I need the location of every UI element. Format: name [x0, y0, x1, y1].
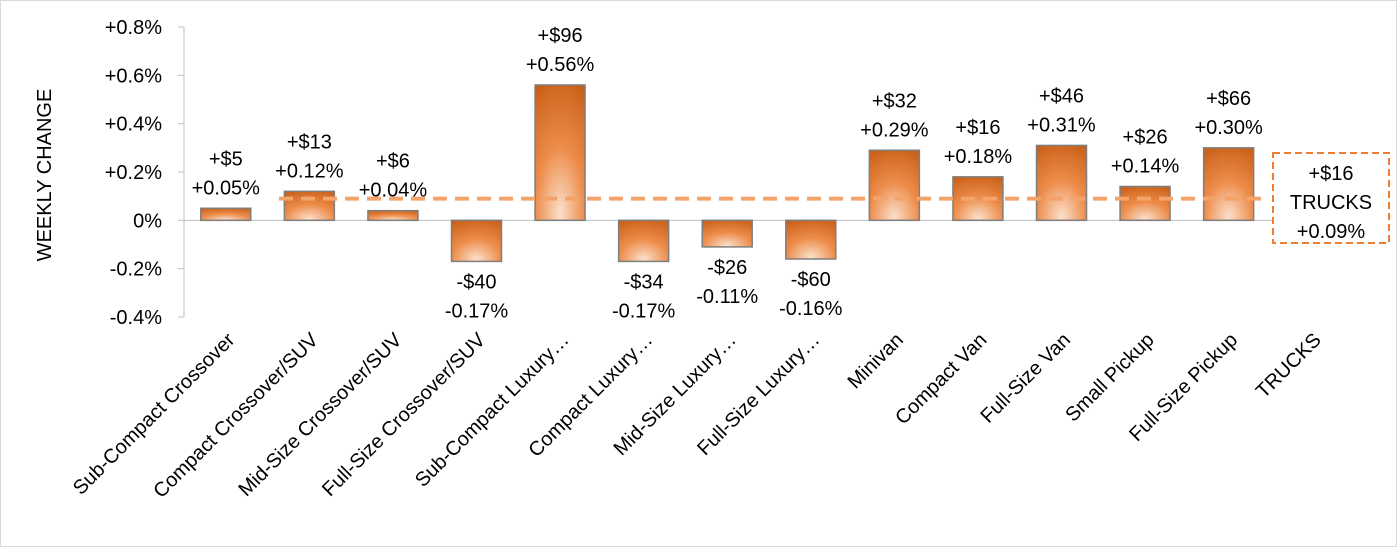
- y-tick-label: -0.4%: [110, 307, 162, 329]
- data-label-percent: +0.14%: [1111, 156, 1180, 178]
- bar: [1202, 147, 1255, 222]
- y-tick-label: 0%: [133, 210, 162, 232]
- y-axis-label: WEEKLY CHANGE: [34, 89, 56, 262]
- reference-layer: +$16 TRUCKS +0.09%: [279, 152, 1390, 244]
- x-category-label: Full-Size Crossover/SUV: [318, 329, 490, 501]
- bar: [868, 149, 921, 222]
- data-label-dollar: -$34: [624, 271, 664, 293]
- y-tick-label: -0.2%: [110, 259, 162, 281]
- bar: [450, 219, 503, 263]
- data-label-dollar: +$5: [209, 148, 243, 170]
- data-label-percent: +0.31%: [1027, 114, 1096, 136]
- x-category-label: TRUCKS: [1252, 329, 1326, 403]
- data-label-dollar: -$26: [707, 257, 747, 279]
- data-label-dollar: +$96: [538, 25, 583, 47]
- bar: [367, 209, 419, 222]
- y-tick-label: +0.6%: [105, 65, 162, 87]
- bar: [617, 219, 670, 263]
- bar: [1119, 185, 1171, 222]
- bar: [283, 190, 336, 222]
- data-label-dollar: -$40: [456, 271, 496, 293]
- data-label-percent: +0.29%: [860, 119, 929, 141]
- y-tick-label: +0.2%: [105, 162, 162, 184]
- data-label-percent: -0.11%: [696, 286, 758, 308]
- data-label-dollar: -$60: [791, 269, 831, 291]
- bar: [701, 219, 753, 248]
- data-label-percent: -0.17%: [612, 300, 676, 322]
- x-category-label: Sub-Compact Crossover: [69, 329, 240, 500]
- data-label-percent: +0.05%: [192, 177, 261, 199]
- data-label-percent: +0.56%: [526, 54, 595, 76]
- data-label-percent: +0.12%: [275, 160, 344, 182]
- data-label-dollar: +$66: [1206, 88, 1251, 110]
- data-label-dollar: +$16: [955, 117, 1000, 139]
- data-label-dollar: +$6: [376, 151, 410, 173]
- bar: [785, 219, 837, 260]
- bars-layer: [200, 84, 1255, 263]
- data-label-dollar: +$26: [1123, 127, 1168, 149]
- bar: [1035, 144, 1088, 222]
- y-tick-label: +0.4%: [105, 114, 162, 136]
- axis-layer: +0.8% +0.6% +0.4% +0.2% 0% -0.2% -0.4%: [105, 17, 1354, 329]
- data-label-dollar: +$13: [287, 131, 332, 153]
- data-label-percent: +0.18%: [944, 146, 1013, 168]
- data-label-percent: -0.16%: [779, 298, 843, 320]
- data-label-dollar: +$32: [872, 90, 917, 112]
- reference-box: [1272, 152, 1390, 244]
- reference-dollar-label: +$16: [1308, 163, 1353, 185]
- labels-layer: +$5 +0.05% +$13 +0.12% +$6 +0.04% -$40 -0.17% +$…: [69, 25, 1326, 503]
- x-category-label: Compact Crossover/SUV: [149, 329, 323, 503]
- x-category-label: Minivan: [844, 329, 908, 393]
- x-category-label: Full-Size Van: [976, 329, 1075, 428]
- reference-name-label: TRUCKS: [1290, 192, 1372, 214]
- data-label-percent: -0.17%: [445, 300, 509, 322]
- x-category-label: Mid-Size Crossover/SUV: [235, 329, 407, 501]
- y-tick-label: +0.8%: [105, 17, 162, 39]
- reference-percent-label: +0.09%: [1297, 221, 1366, 243]
- data-label-percent: +0.30%: [1194, 117, 1263, 139]
- x-category-label: Sub-Compact Luxury…: [411, 329, 574, 492]
- data-label-dollar: +$46: [1039, 85, 1084, 107]
- bar: [200, 207, 252, 222]
- data-label-percent: +0.04%: [359, 180, 428, 202]
